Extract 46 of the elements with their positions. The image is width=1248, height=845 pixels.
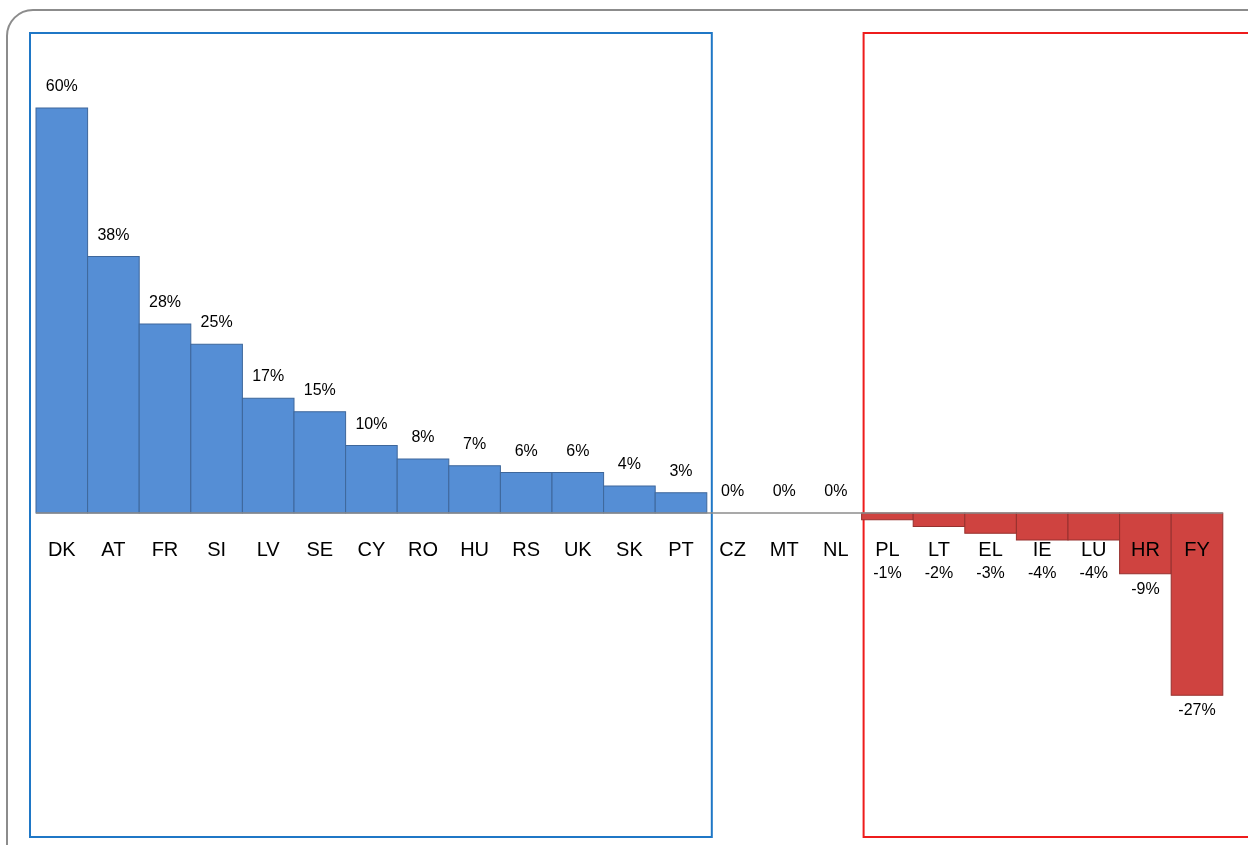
data-label: 7% — [463, 434, 487, 452]
data-label: -9% — [1131, 579, 1160, 597]
data-label: 28% — [148, 293, 182, 310]
data-label: 0% — [772, 482, 796, 499]
x-tick-label: UK — [563, 538, 593, 560]
data-label: 17% — [252, 367, 285, 385]
x-tick-label: CZ — [719, 538, 746, 560]
x-tick-label: HR — [1130, 538, 1160, 560]
x-tick-label: PT — [668, 538, 694, 560]
x-tick-label: SE — [306, 538, 334, 560]
x-tick-label: LV — [256, 538, 281, 560]
data-label: 25% — [200, 313, 233, 331]
data-label: 60% — [45, 77, 78, 94]
x-tick-label: NL — [823, 538, 849, 560]
x-tick-label: LU — [1081, 538, 1107, 560]
data-label: -2% — [924, 564, 954, 581]
data-label: -3% — [976, 564, 1005, 581]
x-tick-label: HU — [460, 538, 490, 560]
data-label: -27% — [1178, 701, 1216, 719]
x-tick-label: CY — [357, 538, 386, 560]
data-label: 38% — [97, 225, 130, 243]
x-tick-label: AT — [101, 538, 126, 560]
data-label: -4% — [1079, 564, 1109, 581]
data-label: -1% — [873, 564, 902, 581]
data-label: 6% — [566, 441, 590, 459]
x-tick-label: LT — [928, 538, 950, 560]
x-tick-label: FR — [151, 538, 179, 560]
x-tick-label: FY — [1184, 538, 1210, 560]
data-label: 10% — [355, 414, 388, 432]
x-tick-label: MT — [769, 538, 799, 560]
x-tick-label: DK — [47, 538, 77, 560]
data-label: 4% — [617, 455, 641, 472]
data-label: 0% — [824, 482, 848, 499]
x-tick-label: RS — [512, 538, 541, 560]
x-tick-label: SK — [616, 538, 644, 560]
data-label: 6% — [514, 441, 538, 459]
x-tick-label: IE — [1032, 538, 1052, 560]
data-label: 3% — [669, 461, 693, 479]
x-tick-label: EL — [978, 538, 1003, 560]
x-tick-label: PL — [875, 538, 900, 560]
x-tick-label: SI — [207, 538, 227, 560]
data-label: 0% — [721, 482, 745, 499]
data-label: -4% — [1027, 564, 1057, 581]
x-tick-label: RO — [408, 538, 438, 560]
data-label: 15% — [303, 380, 336, 398]
data-label: 8% — [411, 428, 435, 445]
